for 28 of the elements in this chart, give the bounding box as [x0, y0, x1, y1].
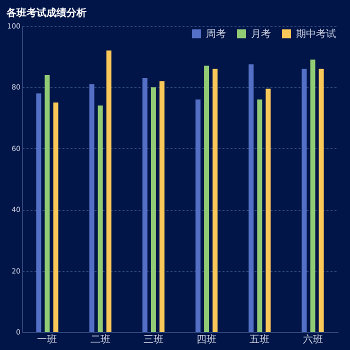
bar	[106, 50, 112, 332]
bar	[302, 68, 307, 332]
bar	[212, 68, 218, 332]
bar	[318, 68, 324, 332]
bar	[204, 66, 210, 332]
bar	[266, 88, 271, 332]
x-tick-label: 二班	[90, 334, 110, 346]
x-tick-label: 六班	[302, 334, 323, 346]
bar	[89, 84, 94, 332]
chart-title: 各班考试成绩分析	[6, 7, 87, 19]
bar	[248, 64, 254, 332]
x-tick-label: 一班	[37, 334, 58, 346]
bar	[150, 87, 156, 332]
legend-label: 月考	[251, 28, 271, 40]
x-tick-label: 五班	[250, 334, 270, 346]
x-tick-label: 三班	[143, 334, 164, 346]
bar	[257, 99, 262, 332]
legend-label: 周考	[206, 28, 226, 40]
bar	[53, 102, 58, 332]
bar	[196, 99, 201, 332]
bar	[44, 74, 50, 332]
legend-label: 期中考试	[296, 28, 336, 40]
bar	[310, 60, 316, 332]
bar	[98, 106, 103, 332]
bar	[159, 81, 164, 332]
bar	[36, 93, 42, 332]
bar	[142, 78, 148, 332]
x-tick-label: 四班	[196, 334, 217, 346]
